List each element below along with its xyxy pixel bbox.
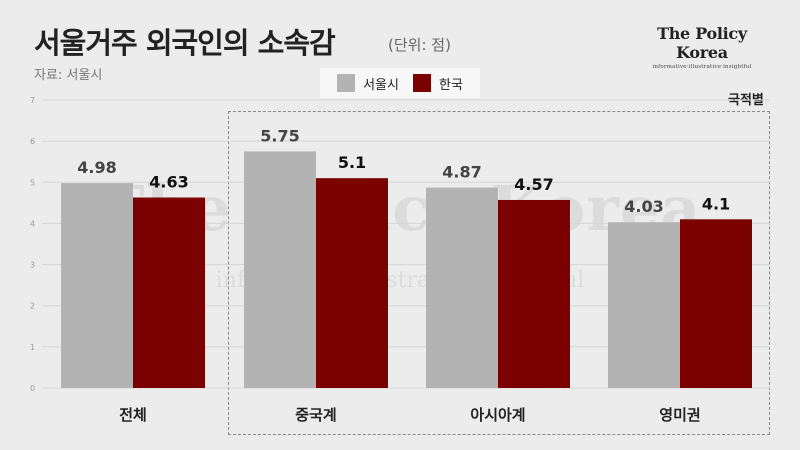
data-label: 4.98 — [77, 158, 116, 177]
bar-korea — [498, 199, 570, 388]
data-label: 5.75 — [260, 126, 299, 145]
chart-title: 서울거주 외국인의 소속감 — [34, 26, 336, 60]
bar-seoul — [61, 183, 133, 388]
bar-korea — [680, 219, 752, 388]
brand-tagline: informative·illustrative·insightful — [652, 64, 752, 70]
bar-seoul — [426, 187, 498, 388]
legend-swatch-korea — [412, 74, 431, 92]
x-tick-label: 중국계 — [295, 406, 336, 424]
y-tick-label: 4 — [30, 219, 35, 228]
legend-item-korea: 한국 — [412, 74, 463, 93]
legend-swatch-seoul — [337, 74, 356, 92]
x-tick-label: 전체 — [119, 406, 147, 424]
y-tick-label: 5 — [30, 178, 35, 187]
data-label: 5.1 — [338, 153, 366, 172]
data-label: 4.87 — [442, 163, 481, 182]
y-tick-label: 7 — [30, 96, 35, 105]
data-label: 4.57 — [514, 175, 553, 194]
nationality-group-box — [228, 111, 770, 435]
y-tick-label: 2 — [30, 302, 35, 311]
data-label: 4.1 — [702, 194, 730, 213]
bar-korea — [316, 178, 388, 388]
bar-seoul — [608, 222, 680, 388]
legend-label-seoul: 서울시 — [363, 77, 399, 93]
x-tick-label: 아시아계 — [470, 406, 525, 424]
bar-seoul — [244, 151, 316, 388]
legend-label-korea: 한국 — [438, 77, 463, 93]
data-label: 4.63 — [149, 173, 188, 192]
unit-label: (단위: 점) — [388, 36, 451, 54]
x-tick-label: 영미권 — [659, 406, 700, 424]
y-tick-label: 0 — [30, 384, 35, 393]
legend: 서울시 한국 — [320, 68, 480, 98]
legend-item-seoul: 서울시 — [337, 74, 399, 93]
data-label: 4.03 — [624, 197, 663, 216]
bar-korea — [133, 197, 205, 388]
y-tick-label: 6 — [30, 137, 35, 146]
source-label: 자료: 서울시 — [34, 68, 103, 83]
y-tick-label: 1 — [30, 343, 35, 352]
brand-logo: The Policy Korea informative·illustrativ… — [632, 24, 772, 70]
brand-name: The Policy Korea — [657, 24, 747, 62]
y-tick-label: 3 — [30, 261, 35, 270]
